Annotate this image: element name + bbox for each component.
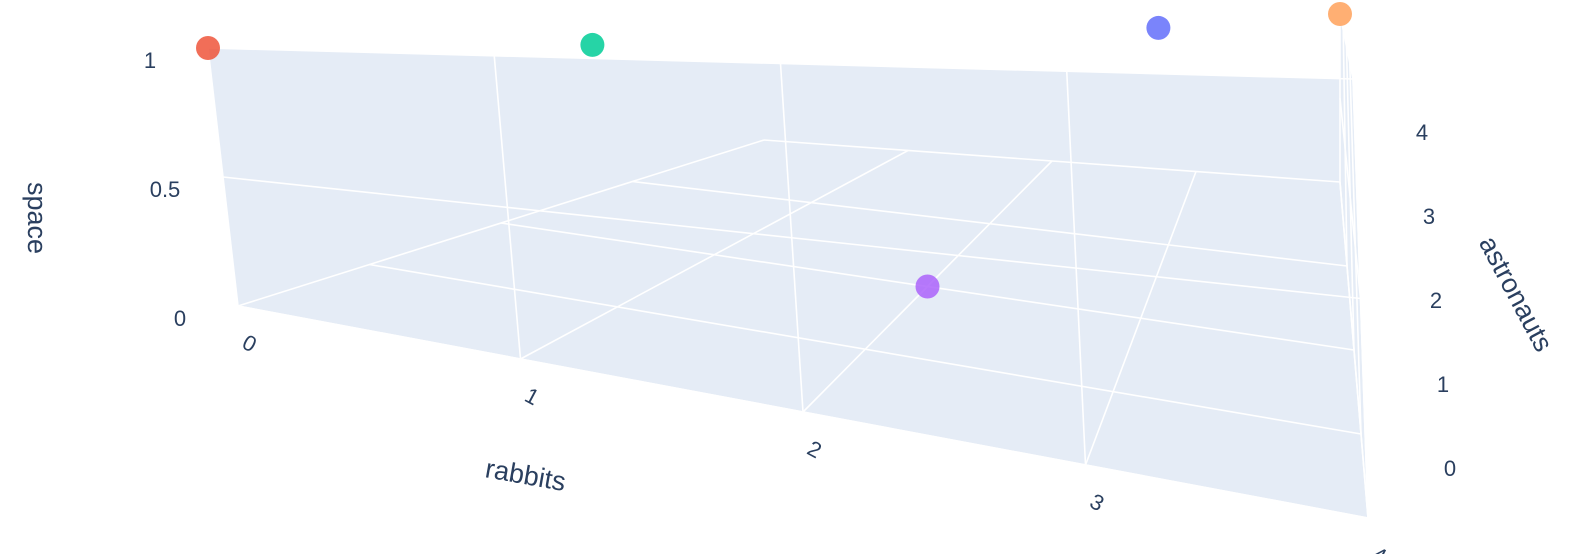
z-gridline-side [1339, 181, 1369, 519]
gridlines [207, 13, 1369, 519]
y-tick-label: 2 [1430, 288, 1442, 313]
data-point [1146, 15, 1171, 40]
z-gridline-back [237, 305, 1369, 519]
data-point [1328, 2, 1352, 26]
y-tick-label: 1 [1437, 372, 1449, 397]
y-tick-label: 0 [1444, 456, 1456, 481]
y-tick-label: 3 [1423, 204, 1435, 229]
z-tick-label: 0 [174, 306, 186, 331]
y-axis-title: astronauts [1473, 231, 1559, 356]
y-tick-label: 4 [1416, 120, 1428, 145]
z-axis-title: space [22, 182, 52, 254]
z-tick-label: 0.5 [150, 177, 181, 202]
data-point [580, 32, 605, 57]
x-axis-title: rabbits [483, 453, 568, 497]
z-gridline-side [1339, 97, 1362, 299]
z-gridline-back [222, 176, 1361, 300]
y-gridline-floor [632, 180, 1348, 267]
x-tick-label: 2 [803, 435, 826, 463]
side-wall-pane [1340, 14, 1368, 518]
data-point [915, 274, 940, 299]
y-gridline-floor [369, 263, 1362, 435]
data-point [196, 36, 220, 60]
data-points [196, 2, 1352, 299]
z-gridline-back [207, 47, 1354, 80]
x-tick-label: 3 [1086, 488, 1109, 516]
y-gridline-floor [763, 139, 1341, 183]
z-tick-label: 1 [144, 48, 156, 73]
x-tick-label: 4 [1368, 541, 1391, 554]
x-tick-label: 1 [521, 382, 544, 410]
back-wall-pane [208, 48, 1368, 518]
x-tick-label: 0 [238, 329, 261, 357]
